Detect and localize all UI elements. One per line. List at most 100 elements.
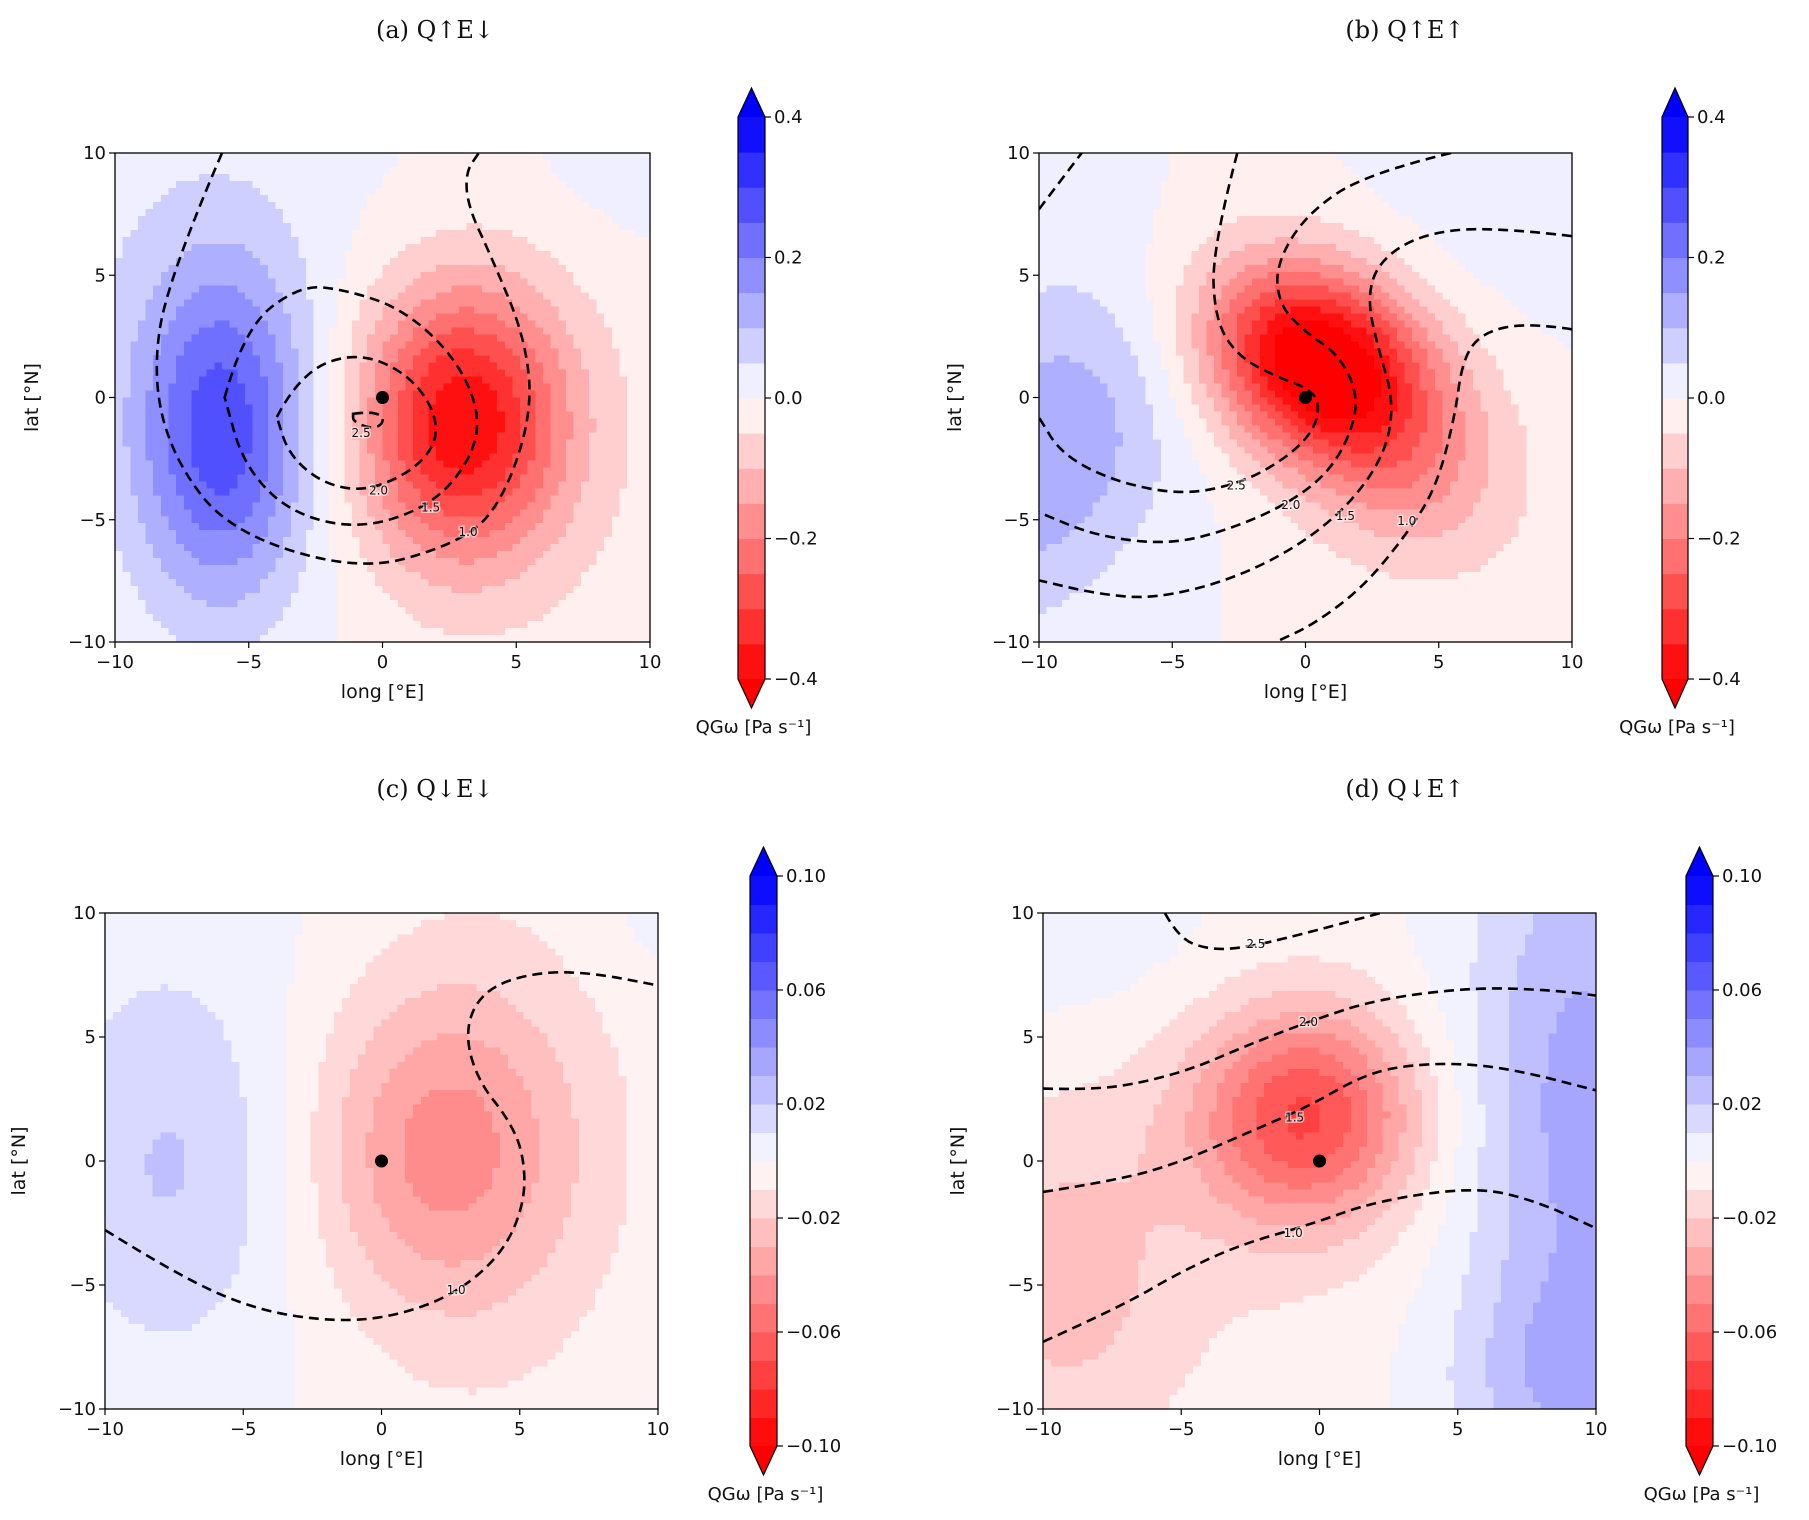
field-cell xyxy=(169,356,177,364)
field-cell xyxy=(207,439,215,447)
field-cell xyxy=(207,572,215,580)
field-cell xyxy=(260,293,268,301)
field-cell xyxy=(329,600,337,608)
field-cell xyxy=(512,600,520,608)
field-cell xyxy=(589,286,597,294)
field-cell xyxy=(367,258,375,266)
field-cell xyxy=(138,335,146,343)
field-cell xyxy=(413,467,421,475)
field-cell xyxy=(360,467,368,475)
field-cell xyxy=(153,495,161,503)
field-cell xyxy=(467,600,475,608)
field-cell xyxy=(352,537,360,545)
field-cell xyxy=(551,446,559,454)
field-cell xyxy=(444,418,452,426)
field-cell xyxy=(360,621,368,629)
field-cell xyxy=(428,384,436,392)
field-cell xyxy=(130,495,138,503)
field-cell xyxy=(184,398,192,406)
field-cell xyxy=(367,621,375,629)
field-cell xyxy=(520,537,528,545)
field-cell xyxy=(558,286,566,294)
field-cell xyxy=(566,391,574,399)
field-cell xyxy=(451,279,459,287)
field-cell xyxy=(627,209,635,217)
field-cell xyxy=(574,181,582,189)
field-cell xyxy=(153,474,161,482)
field-cell xyxy=(451,565,459,573)
field-cell xyxy=(245,209,253,217)
field-cell xyxy=(123,530,131,538)
field-cell xyxy=(276,356,284,364)
field-cell xyxy=(421,349,429,357)
field-cell xyxy=(222,537,230,545)
field-cell xyxy=(314,153,322,161)
field-cell xyxy=(184,600,192,608)
x-tick-label: 0 xyxy=(377,652,388,673)
field-cell xyxy=(520,509,528,517)
field-cell xyxy=(390,279,398,287)
field-cell xyxy=(451,628,459,636)
field-cell xyxy=(337,202,345,210)
field-cell xyxy=(375,474,383,482)
field-cell xyxy=(176,188,184,196)
field-cell xyxy=(306,593,314,601)
field-cell xyxy=(558,509,566,517)
field-cell xyxy=(344,363,352,371)
field-cell xyxy=(627,342,635,350)
field-cell xyxy=(207,544,215,552)
field-cell xyxy=(444,202,452,210)
field-cell xyxy=(352,237,360,245)
field-cell xyxy=(619,328,627,336)
field-cell xyxy=(214,502,222,510)
field-cell xyxy=(337,398,345,406)
field-cell xyxy=(512,230,520,238)
field-cell xyxy=(138,474,146,482)
colorbar-band xyxy=(738,328,765,364)
field-cell xyxy=(474,321,482,329)
field-cell xyxy=(1039,293,1047,301)
field-cell xyxy=(184,446,192,454)
y-axis-label: lat [°N] xyxy=(21,363,43,432)
field-cell xyxy=(558,244,566,252)
field-cell xyxy=(566,446,574,454)
field-cell xyxy=(444,307,452,315)
field-cell xyxy=(551,370,559,378)
field-cell xyxy=(283,335,291,343)
field-cell xyxy=(459,307,467,315)
field-cell xyxy=(383,349,391,357)
field-cell xyxy=(512,223,520,231)
field-cell xyxy=(1039,153,1047,161)
field-cell xyxy=(543,188,551,196)
field-cell xyxy=(551,216,559,224)
field-cell xyxy=(581,607,589,615)
field-cell xyxy=(222,495,230,503)
field-cell xyxy=(535,363,543,371)
field-cell xyxy=(505,600,513,608)
field-cell xyxy=(276,391,284,399)
field-cell xyxy=(169,209,177,217)
field-cell xyxy=(551,293,559,301)
field-cell xyxy=(253,621,261,629)
field-cell xyxy=(253,279,261,287)
field-cell xyxy=(390,321,398,329)
field-cell xyxy=(237,160,245,168)
field-cell xyxy=(253,293,261,301)
field-cell xyxy=(130,628,138,636)
field-cell xyxy=(207,530,215,538)
field-cell xyxy=(604,621,612,629)
field-cell xyxy=(153,544,161,552)
field-cell xyxy=(597,195,605,203)
field-cell xyxy=(528,251,536,259)
field-cell xyxy=(428,300,436,308)
field-cell xyxy=(291,181,299,189)
field-cell xyxy=(146,202,154,210)
field-cell xyxy=(543,579,551,587)
field-cell xyxy=(558,516,566,524)
field-cell xyxy=(474,391,482,399)
field-cell xyxy=(512,607,520,615)
field-cell xyxy=(428,244,436,252)
field-cell xyxy=(123,558,131,566)
field-cell xyxy=(329,188,337,196)
field-cell xyxy=(512,370,520,378)
